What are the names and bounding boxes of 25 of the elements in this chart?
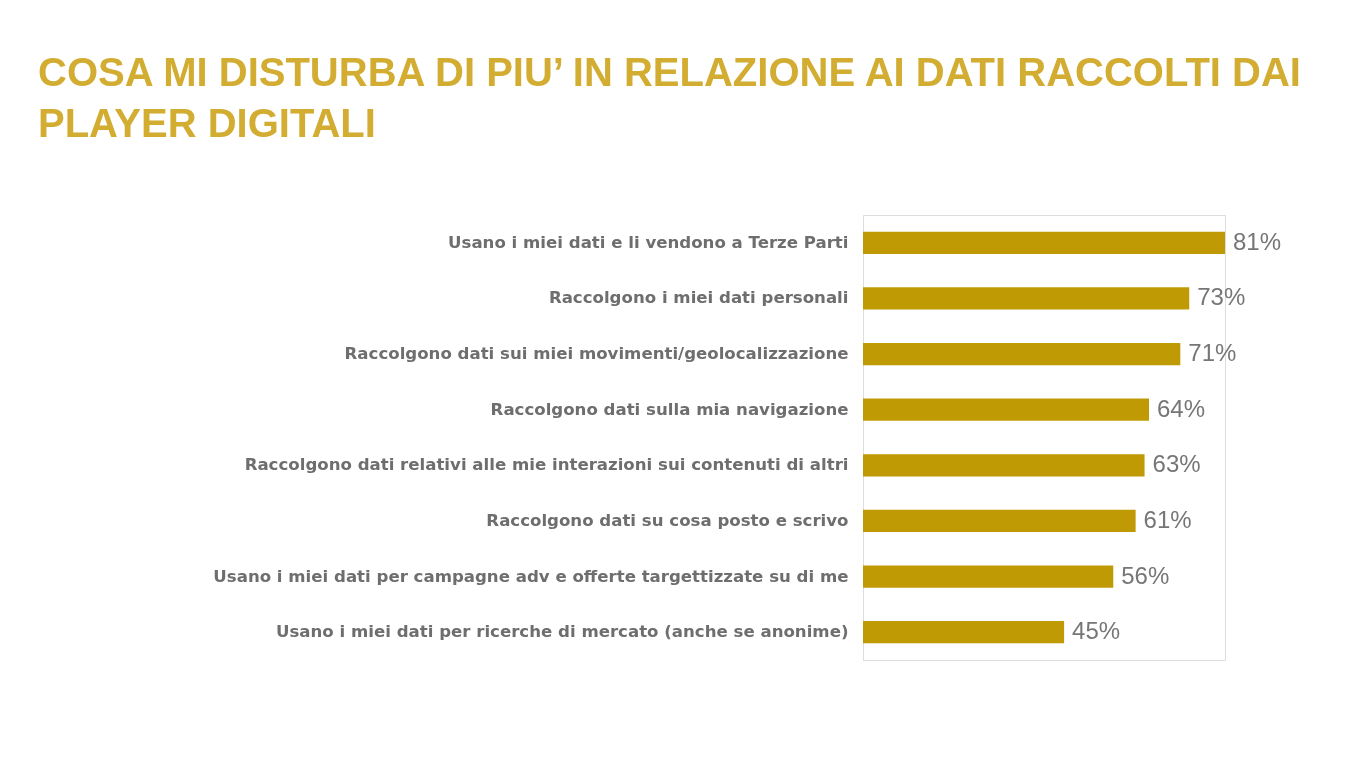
- y-tick-label: Usano i miei dati e li vendono a Terze Parti: [448, 232, 849, 252]
- bar: [863, 398, 1150, 421]
- data-label: 61%: [1143, 505, 1192, 533]
- bar: [863, 287, 1190, 310]
- data-label: 71%: [1188, 339, 1237, 367]
- bar: [863, 509, 1136, 533]
- data-label: 73%: [1197, 283, 1246, 311]
- y-tick-label: Raccolgono dati su cosa posto e scrivo: [486, 510, 849, 530]
- chart-title: COSA MI DISTURBA DI PIU’ IN RELAZIONE AI DATI RACCOLTI DAI PLAYER DIGITALI: [38, 50, 1301, 145]
- bar: [863, 231, 1225, 254]
- data-label: 63%: [1152, 450, 1201, 478]
- y-tick-label: Raccolgono dati relativi alle mie interazioni sui contenuti di altri: [244, 455, 849, 475]
- bar: [863, 342, 1181, 366]
- y-tick-label: Usano i miei dati per campagne adv e offerte targettizzate su di me: [213, 566, 849, 586]
- y-tick-label: Raccolgono i miei dati personali: [548, 288, 849, 308]
- data-label: 45%: [1072, 617, 1121, 645]
- data-label: 64%: [1157, 394, 1206, 422]
- y-tick-label: Usano i miei dati per ricerche di mercato (anche se anonime): [275, 622, 849, 642]
- data-label: 81%: [1233, 227, 1282, 255]
- bar: [863, 621, 1065, 644]
- data-label: 56%: [1121, 561, 1170, 589]
- y-tick-label: Raccolgono dati sui miei movimenti/geolocalizzazione: [344, 344, 849, 364]
- bar: [863, 565, 1114, 588]
- y-tick-label: Raccolgono dati sulla mia navigazione: [490, 399, 849, 419]
- bar: [863, 454, 1145, 477]
